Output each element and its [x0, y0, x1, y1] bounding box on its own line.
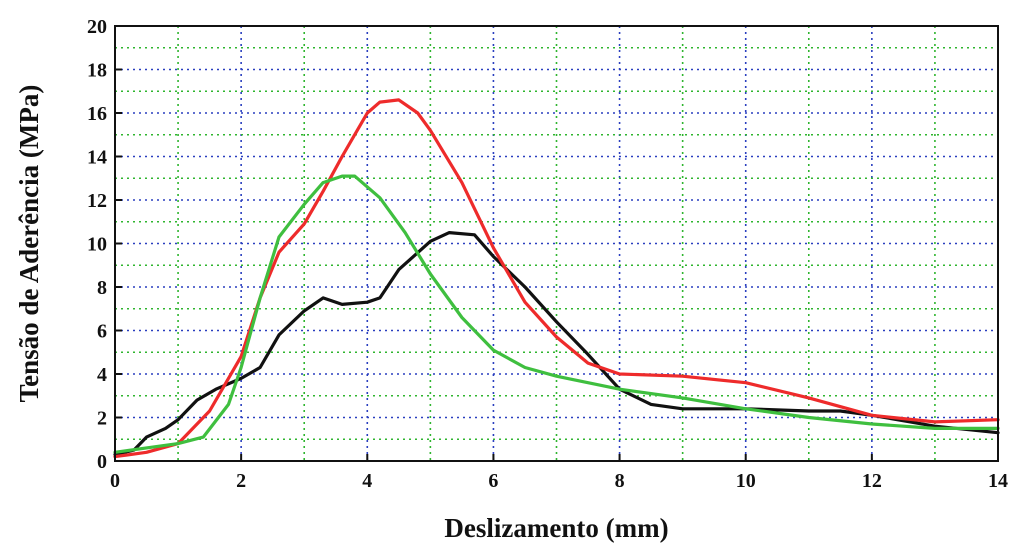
x-tick-label: 10: [736, 470, 756, 492]
x-tick-label: 8: [615, 470, 625, 492]
y-tick-label: 0: [97, 451, 107, 473]
y-tick-label: 14: [87, 147, 107, 169]
y-tick-label: 12: [87, 190, 107, 212]
x-axis-title: Deslizamento (mm): [444, 513, 668, 543]
y-tick-label: 4: [97, 364, 107, 386]
x-tick-label: 0: [110, 470, 120, 492]
y-tick-label: 8: [97, 277, 107, 299]
y-tick-label: 10: [87, 234, 107, 256]
y-tick-label: 16: [87, 103, 107, 125]
x-tick-label: 2: [236, 470, 246, 492]
x-tick-label: 6: [488, 470, 498, 492]
y-tick-label: 2: [97, 408, 107, 430]
grid: [115, 26, 998, 461]
x-tick-label: 12: [862, 470, 882, 492]
x-tick-label: 14: [988, 470, 1008, 492]
y-tick-label: 18: [87, 60, 107, 82]
y-tick-label: 6: [97, 321, 107, 343]
y-tick-label: 20: [87, 16, 107, 38]
axis-ticks: 0 2 4 6 8 10 12 14 0 2 4 6 8 10 12 14 16 18 20: [87, 16, 1008, 492]
y-axis-title: Tensão de Aderência (MPa): [14, 85, 44, 403]
x-tick-label: 4: [362, 470, 372, 492]
